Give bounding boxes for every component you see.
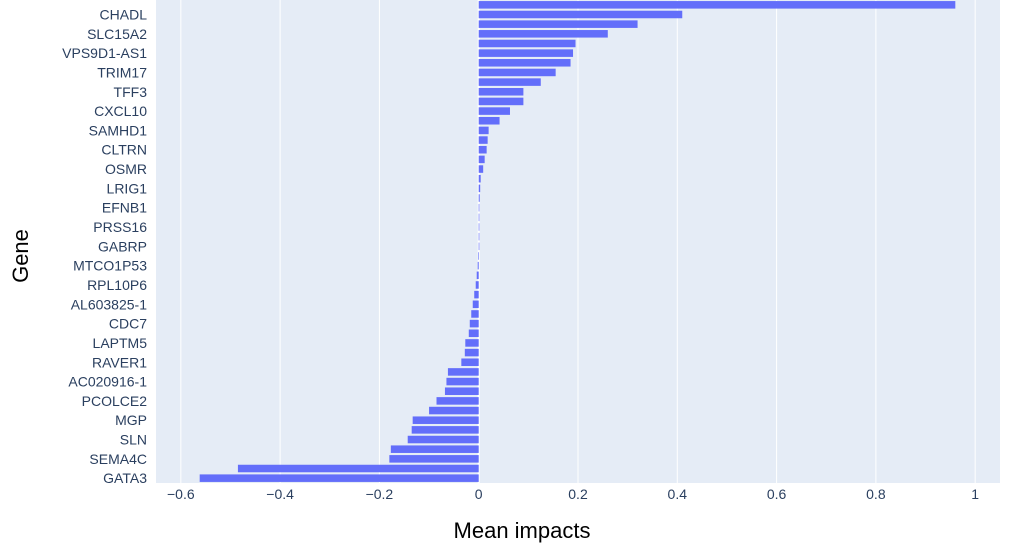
y-tick-label: OSMR [105,161,147,177]
bar [478,165,484,173]
bar [478,10,683,19]
bar [478,39,576,48]
x-tick-label: 0.4 [668,486,688,502]
y-tick-label: TFF3 [114,84,148,100]
y-tick-label: TRIM17 [97,64,147,80]
bar [478,136,488,144]
y-tick-label: PCOLCE2 [82,393,148,409]
y-tick-label: CXCL10 [94,103,147,119]
x-tick-labels: −0.6 −0.4 −0.2 0 0.2 0.4 0.6 0.8 1 [167,486,979,502]
bar [478,116,500,125]
y-tick-label: CHADL [100,6,148,22]
bar [199,474,479,482]
bar [429,406,479,415]
bar [478,203,480,212]
bar [411,426,479,434]
bar [478,223,480,231]
x-axis-title: Mean impacts [454,518,591,543]
x-tick-label: −0.6 [167,486,195,502]
bar [447,368,479,376]
bar [436,397,479,405]
bar [469,319,479,328]
y-tick-label: RAVER1 [92,354,147,370]
bar [476,271,479,280]
bar [478,1,956,9]
bar [390,445,479,453]
bar [478,20,638,28]
y-tick-label: CLTRN [101,142,147,158]
bar [478,107,510,115]
bar [478,59,571,67]
bar [471,310,479,318]
y-tick-label: SAMHD1 [89,122,148,138]
bar [478,68,556,77]
bar [474,290,479,299]
bar [478,213,480,222]
bar [477,261,479,270]
bar [464,348,479,357]
x-tick-label: −0.2 [366,486,394,502]
bar [478,184,481,193]
y-tick-label: VPS9D1-AS1 [62,45,147,61]
y-tick-label: SLN [120,432,147,448]
bar [478,97,524,106]
x-tick-label: 0 [475,486,483,502]
bar [389,455,479,463]
x-tick-label: 0.6 [767,486,787,502]
y-tick-label: LRIG1 [107,180,148,196]
bar [472,300,479,309]
y-tick-label: GABRP [98,238,147,254]
bar [237,464,479,473]
y-tick-label: CDC7 [109,316,147,332]
y-tick-label: EFNB1 [102,200,147,216]
bar [478,194,480,202]
bar [475,281,479,289]
y-tick-label: LAPTM5 [93,335,148,351]
y-tick-label: SLC15A2 [87,26,147,42]
bar [478,78,541,86]
bar [461,358,479,367]
bar [478,242,480,251]
y-tick-label: RPL10P6 [87,277,147,293]
bar [478,232,480,241]
y-tick-label: MGP [115,412,147,428]
y-tick-label: AL603825-1 [71,296,148,312]
x-tick-label: 0.8 [866,486,886,502]
y-tick-labels: CHADL SLC15A2 VPS9D1-AS1 TRIM17 TFF3 CXCL10 SA… [62,6,147,486]
bar [478,145,487,154]
y-tick-label: AC020916-1 [68,374,147,390]
bar [478,49,574,57]
x-tick-label: 1 [971,486,979,502]
bars [199,1,956,482]
bar [478,252,479,260]
bar [468,329,479,338]
x-tick-label: 0.2 [568,486,588,502]
bar [478,30,608,38]
bar [478,126,489,135]
y-tick-label: GATA3 [103,470,147,486]
bar [444,387,479,395]
bar [412,416,479,424]
x-tick-label: −0.4 [266,486,294,502]
bar [407,435,479,444]
bar [446,377,479,386]
y-axis-title: Gene [8,229,33,283]
bar [478,155,485,164]
bar [465,339,479,347]
y-tick-label: SEMA4C [89,451,147,467]
bar [478,88,524,96]
bar [478,174,481,183]
y-tick-label: MTCO1P53 [73,258,147,274]
y-tick-label: PRSS16 [93,219,147,235]
